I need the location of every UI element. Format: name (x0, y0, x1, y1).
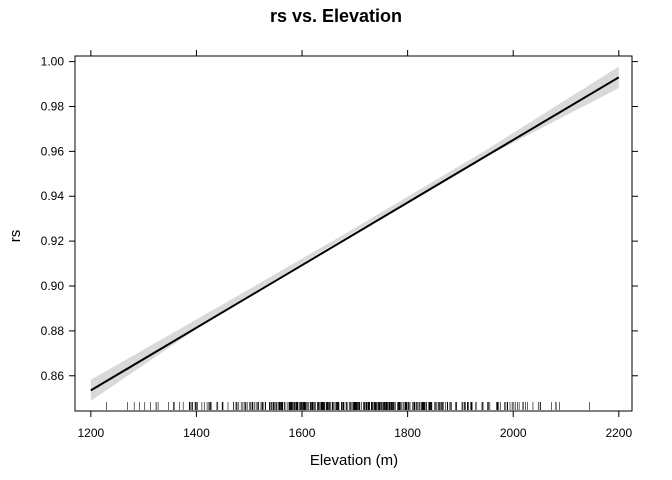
x-axis-label: Elevation (m) (310, 452, 398, 469)
rug-layer (106, 402, 590, 410)
y-tick-label: 0.98 (41, 99, 65, 113)
y-axis-label: rs (7, 230, 24, 243)
y-tick-label: 0.90 (41, 279, 65, 293)
x-tick-label: 1600 (289, 426, 316, 440)
x-axis: 1200 1400 1600 1800 2000 2200 (77, 50, 632, 440)
fit-line-layer (90, 76, 620, 392)
confidence-band (90, 66, 619, 401)
y-tick-label: 0.96 (41, 144, 65, 158)
fit-line (90, 76, 620, 392)
y-tick-label: 0.92 (41, 234, 65, 248)
x-tick-label: 1800 (394, 426, 421, 440)
y-tick-label: 0.86 (41, 369, 65, 383)
y-tick-label: 0.88 (41, 324, 65, 338)
x-tick-label: 2200 (605, 426, 632, 440)
y-axis: 0.86 0.88 0.90 0.92 0.94 0.96 0.98 1.00 (41, 55, 638, 383)
x-tick-label: 2000 (500, 426, 527, 440)
y-tick-label: 0.94 (41, 189, 65, 203)
chart-title: rs vs. Elevation (270, 6, 402, 26)
plot-frame (74, 55, 633, 412)
x-tick-label: 1400 (183, 426, 210, 440)
y-tick-label: 1.00 (41, 55, 65, 69)
x-tick-label: 1200 (77, 426, 104, 440)
confidence-band-layer (90, 66, 619, 401)
